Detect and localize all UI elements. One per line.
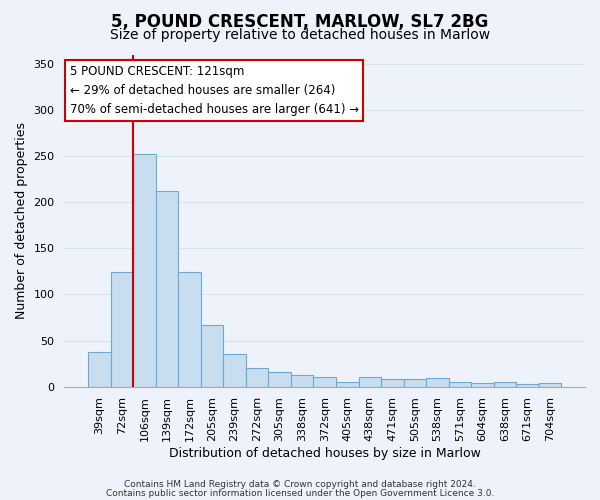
Bar — [471, 383, 494, 386]
Bar — [449, 382, 471, 386]
Bar — [291, 374, 313, 386]
Bar — [223, 354, 246, 386]
Text: 5, POUND CRESCENT, MARLOW, SL7 2BG: 5, POUND CRESCENT, MARLOW, SL7 2BG — [112, 12, 488, 30]
Bar — [178, 272, 201, 386]
Text: Contains HM Land Registry data © Crown copyright and database right 2024.: Contains HM Land Registry data © Crown c… — [124, 480, 476, 489]
Text: Size of property relative to detached houses in Marlow: Size of property relative to detached ho… — [110, 28, 490, 42]
Bar — [516, 384, 539, 386]
X-axis label: Distribution of detached houses by size in Marlow: Distribution of detached houses by size … — [169, 447, 481, 460]
Bar — [359, 378, 381, 386]
Bar — [201, 325, 223, 386]
Bar — [133, 154, 155, 386]
Bar — [268, 372, 291, 386]
Bar — [246, 368, 268, 386]
Y-axis label: Number of detached properties: Number of detached properties — [15, 122, 28, 320]
Bar — [494, 382, 516, 386]
Bar — [336, 382, 359, 386]
Bar — [404, 379, 426, 386]
Bar — [110, 272, 133, 386]
Bar — [539, 383, 562, 386]
Bar — [313, 378, 336, 386]
Bar — [155, 192, 178, 386]
Bar — [426, 378, 449, 386]
Bar — [88, 352, 110, 386]
Text: Contains public sector information licensed under the Open Government Licence 3.: Contains public sector information licen… — [106, 489, 494, 498]
Text: 5 POUND CRESCENT: 121sqm
← 29% of detached houses are smaller (264)
70% of semi-: 5 POUND CRESCENT: 121sqm ← 29% of detach… — [70, 65, 359, 116]
Bar — [381, 379, 404, 386]
